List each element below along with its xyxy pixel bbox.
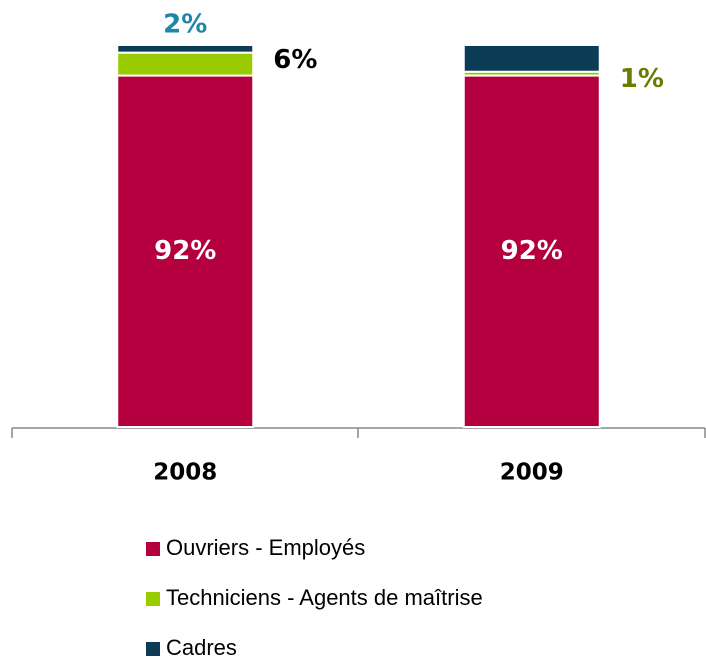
legend-swatch bbox=[146, 542, 160, 556]
data-label: 7% bbox=[510, 10, 554, 40]
data-label: 2% bbox=[163, 10, 207, 40]
bar-segment bbox=[116, 74, 255, 428]
legend-swatch bbox=[146, 592, 160, 606]
data-label: 92% bbox=[501, 236, 563, 266]
data-label: 1% bbox=[620, 64, 664, 94]
bar-segment bbox=[116, 51, 255, 77]
x-tick-label: 2009 bbox=[500, 460, 564, 486]
legend-label: Techniciens - Agents de maîtrise bbox=[166, 585, 483, 610]
legend-swatch bbox=[146, 642, 160, 656]
bar-segment bbox=[116, 44, 255, 54]
bar-segment bbox=[462, 74, 601, 428]
data-label: 6% bbox=[273, 45, 317, 75]
legend-label: Cadres bbox=[166, 635, 237, 660]
x-tick-label: 2008 bbox=[153, 460, 217, 486]
bar-segment bbox=[462, 44, 601, 73]
data-label: 92% bbox=[154, 236, 216, 266]
legend-label: Ouvriers - Employés bbox=[166, 535, 365, 560]
